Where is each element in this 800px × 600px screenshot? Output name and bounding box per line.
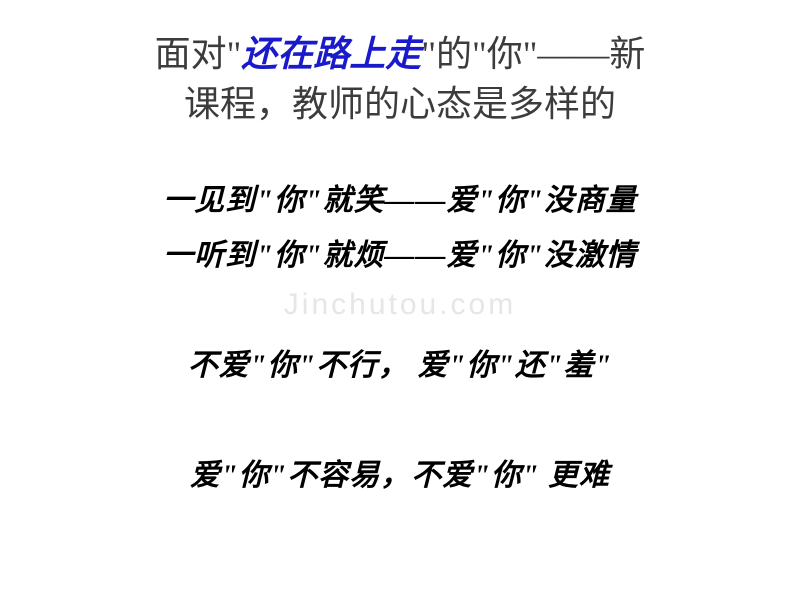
body-line-1: 一见到"你"就笑——爱"你"没商量 [0,175,800,219]
body-line-2: 一听到"你"就烦——爱"你"没激情 [0,230,800,274]
title-prefix: 面对" [155,34,242,74]
title-emphasis: 还在路上走 [241,34,421,74]
title-line-1: 面对"还在路上走"的"你"——新 [0,30,800,79]
title-suffix-1: "的"你"——新 [421,34,645,74]
title-line-2: 课程，教师的心态是多样的 [0,80,800,129]
body-line-3: 不爱"你"不行， 爱"你"还"羞" [0,340,800,384]
body-line-4: 爱"你"不容易，不爱"你" 更难 [0,450,800,494]
title-line-2-text: 课程，教师的心态是多样的 [184,84,616,124]
watermark-text: Jinchutou.com [0,288,800,322]
